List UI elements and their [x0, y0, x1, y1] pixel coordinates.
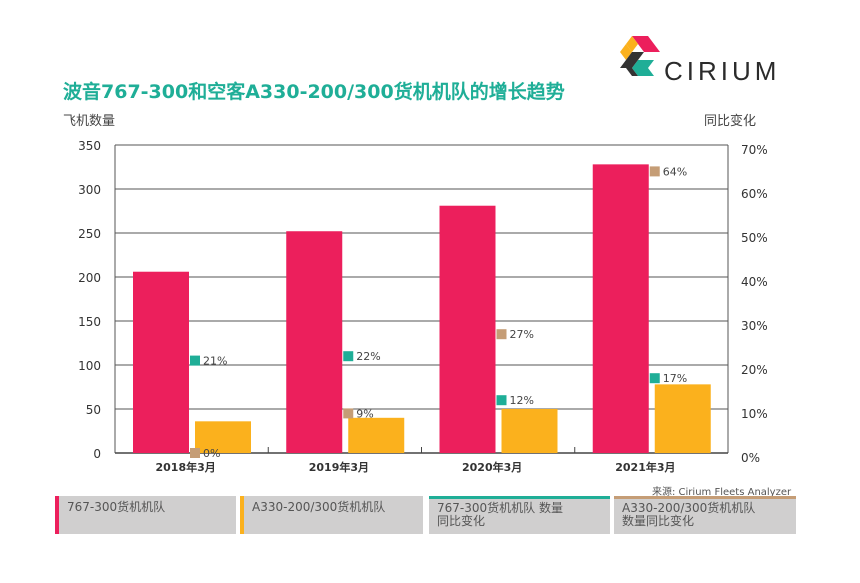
y-tick-label-left: 250 — [78, 227, 101, 241]
cirium-logo-text: CIRIUM — [664, 56, 781, 86]
legend-label-line2: 同比变化 — [437, 514, 486, 528]
y-axis-label-left: 飞机数量 — [63, 114, 116, 129]
bar-a330-fleet — [501, 409, 558, 453]
bar-a330-fleet — [654, 384, 711, 453]
data-label-a330-yoy: 27% — [510, 328, 534, 341]
y-tick-label-left: 300 — [78, 183, 101, 197]
legend-item-767-fleet: 767-300货机机队 — [55, 496, 236, 534]
y-tick-label-right: 60% — [741, 187, 768, 201]
bar-767-fleet — [592, 164, 649, 454]
marker-767-yoy — [496, 395, 507, 406]
y-tick-label-right: 30% — [741, 319, 768, 333]
legend-label-line1: 767-300货机机队 数量 — [437, 501, 563, 515]
source-note: 来源: Cirium Fleets Analyzer — [652, 487, 792, 498]
legend-label: A330-200/300货机机队 — [252, 500, 386, 514]
data-label-767-yoy: 12% — [510, 394, 534, 407]
legend-label-line1: A330-200/300货机机队 — [622, 501, 756, 515]
y-tick-label-left: 350 — [78, 139, 101, 153]
y-tick-label-right: 10% — [741, 407, 768, 421]
x-tick-label: 2021年3月 — [615, 460, 675, 474]
bar-767-fleet — [439, 205, 496, 453]
data-label-767-yoy: 21% — [203, 355, 227, 368]
data-label-767-yoy: 22% — [356, 350, 380, 363]
marker-767-yoy — [649, 373, 660, 384]
marker-a330-yoy — [343, 408, 354, 419]
legend-label-line2: 数量同比变化 — [622, 514, 695, 528]
legend-item-767-yoy: 767-300货机机队 数量 同比变化 — [429, 496, 610, 534]
x-tick-label: 2019年3月 — [309, 460, 369, 474]
y-tick-label-right: 50% — [741, 231, 768, 245]
legend-label: 767-300货机机队 — [67, 500, 166, 514]
data-label-a330-yoy: 64% — [663, 165, 687, 178]
marker-767-yoy — [343, 351, 354, 362]
y-tick-label-right: 20% — [741, 363, 768, 377]
x-tick-label: 2020年3月 — [462, 460, 522, 474]
bar-767-fleet — [133, 271, 189, 453]
legend-item-a330-fleet: A330-200/300货机机队 — [240, 496, 423, 534]
y-tick-label-left: 50 — [86, 403, 101, 417]
bar-767-fleet — [286, 231, 343, 453]
data-label-a330-yoy: 0% — [203, 447, 220, 460]
legend-item-a330-yoy: A330-200/300货机机队 数量同比变化 — [614, 496, 796, 534]
marker-a330-yoy — [496, 329, 507, 340]
x-tick-label: 2018年3月 — [155, 460, 215, 474]
y-axis-label-right: 同比变化 — [704, 114, 757, 129]
y-tick-label-left: 200 — [78, 271, 101, 285]
bar-a330-fleet — [195, 421, 251, 453]
bar-a330-fleet — [348, 417, 405, 453]
y-tick-label-left: 100 — [78, 359, 101, 373]
chart-title: 波音767-300和空客A330-200/300货机机队的增长趋势 — [63, 81, 565, 103]
y-tick-label-left: 150 — [78, 315, 101, 329]
data-label-767-yoy: 17% — [663, 372, 687, 385]
marker-a330-yoy — [190, 448, 200, 458]
data-label-a330-yoy: 9% — [356, 407, 373, 420]
y-tick-label-left: 0 — [93, 447, 101, 461]
y-tick-label-right: 40% — [741, 275, 768, 289]
cirium-logo-icon — [620, 36, 660, 76]
marker-767-yoy — [190, 355, 200, 366]
y-tick-label-right: 0% — [741, 451, 760, 465]
marker-a330-yoy — [649, 166, 660, 177]
y-tick-label-right: 70% — [741, 143, 768, 157]
